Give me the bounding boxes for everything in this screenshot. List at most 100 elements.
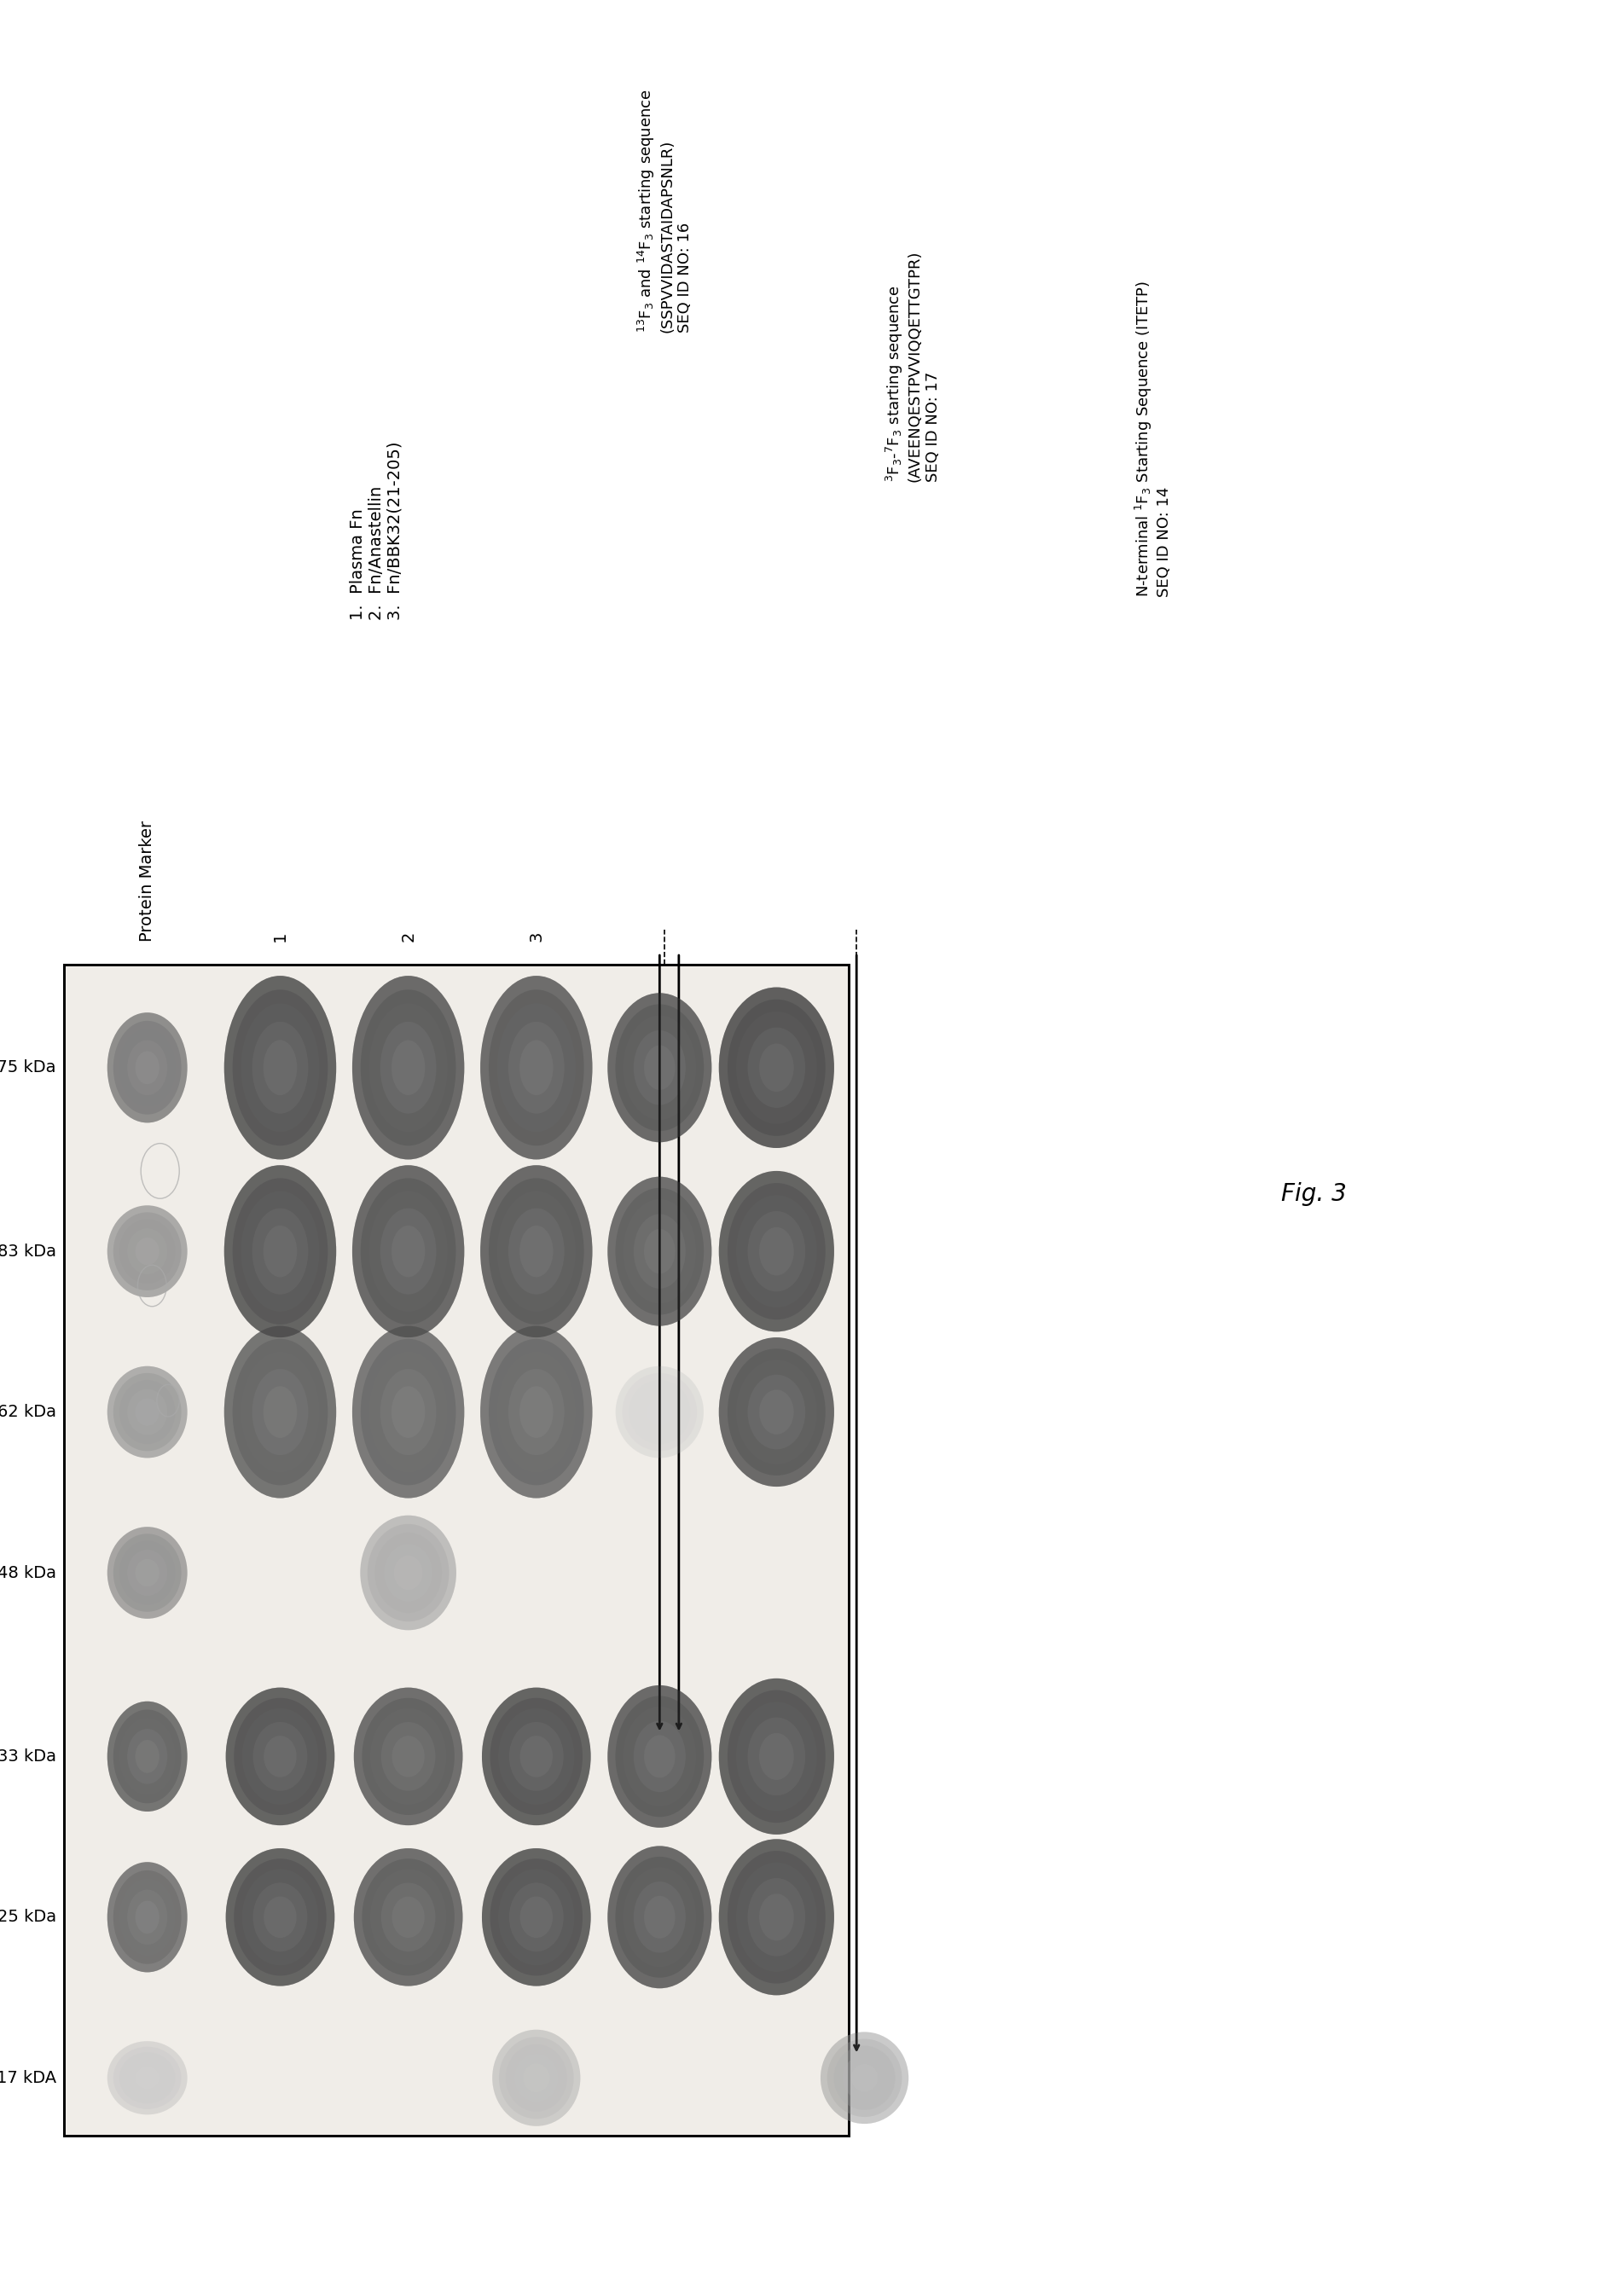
Ellipse shape — [134, 2066, 158, 2089]
Ellipse shape — [381, 1722, 435, 1791]
Ellipse shape — [488, 1178, 584, 1325]
Ellipse shape — [719, 987, 834, 1148]
Ellipse shape — [719, 1839, 834, 1995]
Ellipse shape — [759, 1389, 794, 1435]
Ellipse shape — [118, 1878, 175, 1956]
Ellipse shape — [828, 2039, 901, 2117]
Ellipse shape — [520, 1226, 554, 1277]
Ellipse shape — [615, 1697, 704, 1816]
Ellipse shape — [126, 1890, 167, 1945]
Ellipse shape — [509, 1368, 564, 1456]
Ellipse shape — [500, 2037, 573, 2119]
Ellipse shape — [736, 1359, 817, 1465]
Text: 62 kDa: 62 kDa — [0, 1403, 56, 1421]
Ellipse shape — [644, 1736, 676, 1777]
Ellipse shape — [719, 1171, 834, 1332]
Ellipse shape — [520, 1896, 552, 1938]
Ellipse shape — [107, 1013, 187, 1123]
Ellipse shape — [352, 976, 464, 1159]
Ellipse shape — [224, 1164, 336, 1336]
Ellipse shape — [352, 1164, 464, 1336]
Ellipse shape — [727, 1851, 826, 1984]
Ellipse shape — [264, 1896, 296, 1938]
Ellipse shape — [240, 1003, 319, 1132]
Ellipse shape — [727, 999, 826, 1137]
Ellipse shape — [623, 1867, 696, 1968]
Ellipse shape — [392, 1736, 424, 1777]
Ellipse shape — [134, 1398, 158, 1426]
Ellipse shape — [759, 1733, 794, 1779]
Ellipse shape — [480, 1164, 592, 1336]
Ellipse shape — [134, 1559, 158, 1587]
Ellipse shape — [719, 1678, 834, 1835]
Ellipse shape — [234, 1860, 327, 1975]
Ellipse shape — [224, 976, 336, 1159]
Ellipse shape — [634, 1722, 685, 1791]
FancyBboxPatch shape — [64, 964, 849, 2135]
Ellipse shape — [368, 1003, 447, 1132]
Ellipse shape — [114, 1534, 181, 1612]
Text: 25 kDa: 25 kDa — [0, 1908, 56, 1926]
Ellipse shape — [490, 1860, 583, 1975]
Ellipse shape — [224, 1164, 336, 1336]
Ellipse shape — [748, 1212, 805, 1290]
Ellipse shape — [607, 992, 711, 1143]
Ellipse shape — [607, 1846, 711, 1988]
Ellipse shape — [107, 1701, 187, 1812]
Ellipse shape — [242, 1869, 319, 1965]
Ellipse shape — [480, 976, 592, 1159]
Ellipse shape — [118, 1541, 175, 1605]
Ellipse shape — [748, 1717, 805, 1795]
Ellipse shape — [379, 1208, 435, 1295]
Ellipse shape — [615, 1187, 704, 1316]
Ellipse shape — [114, 1022, 181, 1114]
Ellipse shape — [107, 1862, 187, 1972]
Ellipse shape — [134, 1901, 158, 1933]
Ellipse shape — [514, 2053, 559, 2103]
Ellipse shape — [490, 1699, 583, 1814]
Ellipse shape — [821, 2032, 909, 2124]
Ellipse shape — [488, 990, 584, 1146]
Ellipse shape — [367, 1525, 448, 1621]
Ellipse shape — [520, 1040, 554, 1095]
Ellipse shape — [240, 1352, 319, 1472]
Ellipse shape — [727, 1348, 826, 1476]
Ellipse shape — [615, 1366, 703, 1458]
Text: 1.  Plasma Fn
2.  Fn/Anastellin
3.  Fn/BBK32(21-205): 1. Plasma Fn 2. Fn/Anastellin 3. Fn/BBK3… — [349, 441, 403, 620]
Ellipse shape — [482, 1688, 591, 1825]
Ellipse shape — [107, 1862, 187, 1972]
Ellipse shape — [509, 1722, 564, 1791]
Ellipse shape — [379, 1022, 435, 1114]
Ellipse shape — [118, 2053, 175, 2103]
Ellipse shape — [748, 1375, 805, 1449]
Ellipse shape — [253, 1722, 307, 1791]
Ellipse shape — [240, 1192, 319, 1311]
Ellipse shape — [232, 990, 328, 1146]
Ellipse shape — [634, 1031, 685, 1104]
Ellipse shape — [107, 2041, 187, 2115]
Ellipse shape — [232, 1178, 328, 1325]
Ellipse shape — [480, 1325, 592, 1499]
Ellipse shape — [368, 1192, 447, 1311]
Ellipse shape — [375, 1534, 442, 1612]
Ellipse shape — [118, 1380, 175, 1444]
Ellipse shape — [607, 1685, 711, 1828]
Ellipse shape — [263, 1387, 298, 1437]
Ellipse shape — [629, 1380, 690, 1444]
Ellipse shape — [126, 1228, 167, 1274]
Ellipse shape — [263, 1226, 298, 1277]
Ellipse shape — [615, 1857, 704, 1977]
Ellipse shape — [114, 2046, 181, 2110]
Ellipse shape — [615, 1003, 704, 1132]
Ellipse shape — [524, 2064, 549, 2092]
Text: 1: 1 — [272, 930, 288, 941]
Ellipse shape — [834, 2046, 895, 2110]
Text: Protein Marker: Protein Marker — [139, 820, 155, 941]
Ellipse shape — [493, 2030, 580, 2126]
Ellipse shape — [482, 1688, 591, 1825]
Ellipse shape — [126, 1550, 167, 1596]
Ellipse shape — [251, 1208, 307, 1295]
Ellipse shape — [748, 1029, 805, 1107]
Ellipse shape — [126, 2060, 167, 2096]
Ellipse shape — [354, 1688, 463, 1825]
